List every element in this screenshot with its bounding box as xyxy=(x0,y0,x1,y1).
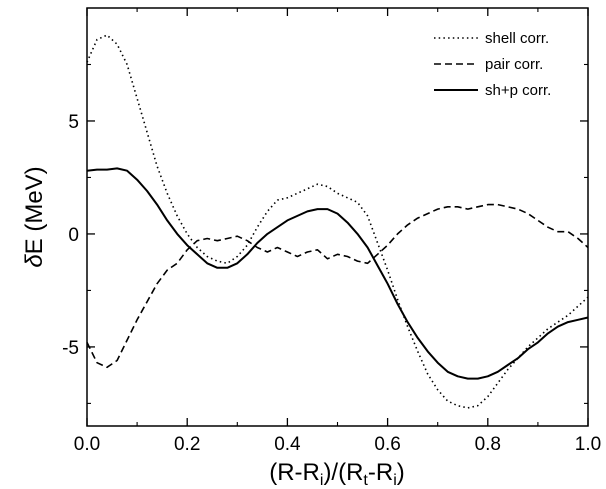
y-axis-label: δE (MeV) xyxy=(21,166,48,267)
x-axis-label: (R-Ri)/(Rt-Ri) xyxy=(269,459,405,489)
y-tick-label-2: 5 xyxy=(68,112,79,133)
tick-layer: 0.0 0.2 0.4 0.6 0.8 1.0 -5 0 5 xyxy=(62,8,601,455)
legend-label-pair: pair corr. xyxy=(485,56,543,73)
x-tick-label-3: 0.6 xyxy=(374,434,400,455)
legend-label-shp: sh+p corr. xyxy=(485,82,551,99)
x-tick-label-5: 1.0 xyxy=(575,434,601,455)
legend: shell corr. pair corr. sh+p corr. xyxy=(434,30,551,99)
series-line-sh-p-corr xyxy=(86,167,589,380)
series-line-pair-corr xyxy=(86,203,589,369)
series-line-shell-corr xyxy=(86,34,589,409)
x-tick-label-1: 0.2 xyxy=(174,434,200,455)
x-tick-label-4: 0.8 xyxy=(475,434,501,455)
series-layer xyxy=(86,34,589,409)
x-tick-label-2: 0.4 xyxy=(274,434,301,455)
y-tick-label-1: 0 xyxy=(68,225,79,246)
x-tick-label-0: 0.0 xyxy=(74,434,100,455)
legend-label-shell: shell corr. xyxy=(485,30,549,47)
y-tick-label-0: -5 xyxy=(62,338,79,359)
